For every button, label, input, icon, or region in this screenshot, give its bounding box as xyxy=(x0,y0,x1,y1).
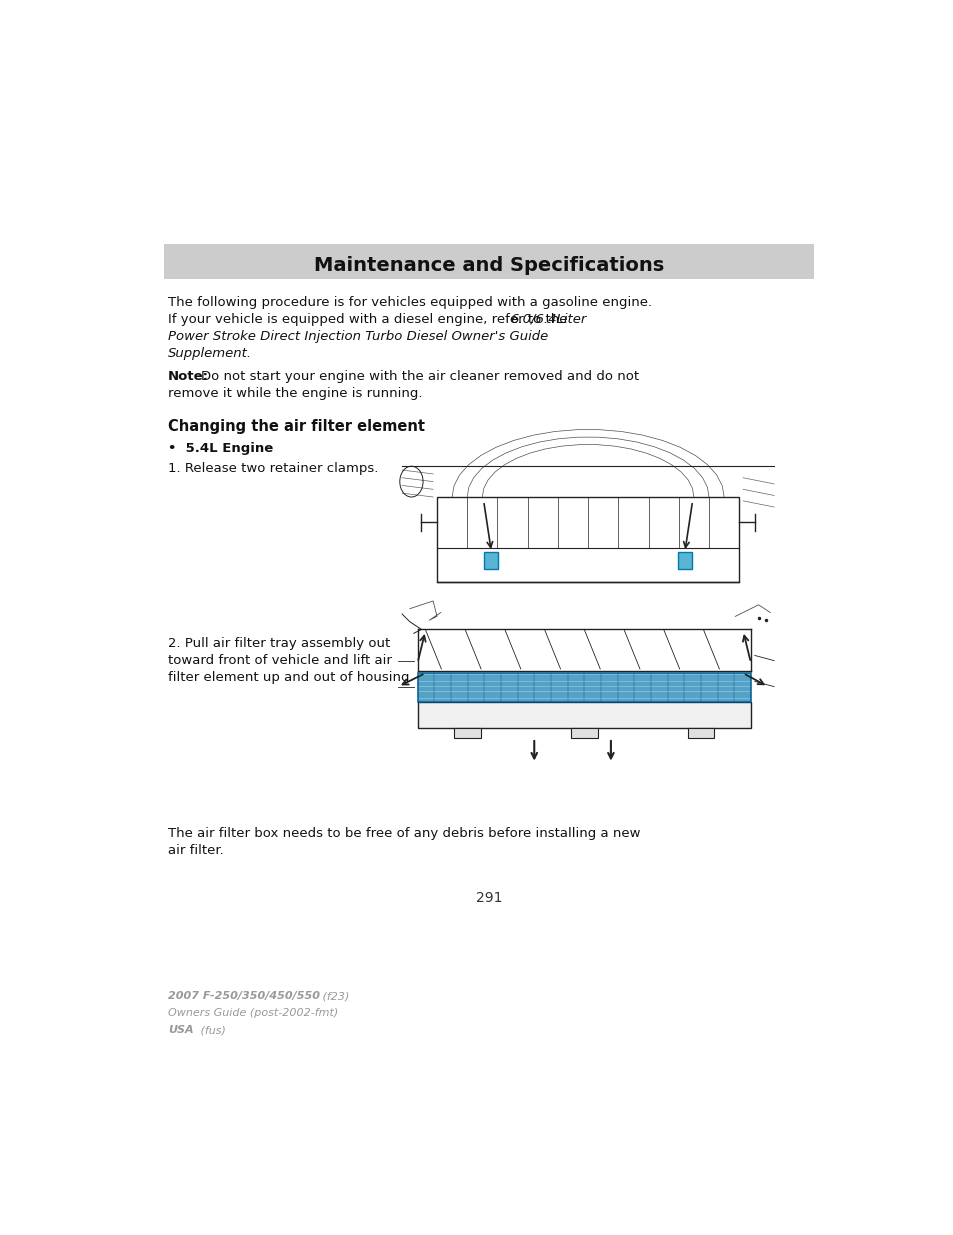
Text: air filter.: air filter. xyxy=(168,845,224,857)
Text: If your vehicle is equipped with a diesel engine, refer to the: If your vehicle is equipped with a diese… xyxy=(168,312,571,326)
Text: •  5.4L Engine: • 5.4L Engine xyxy=(168,442,274,456)
Text: USA: USA xyxy=(168,1025,193,1035)
Bar xyxy=(436,496,739,582)
Bar xyxy=(570,729,597,739)
Text: (fus): (fus) xyxy=(196,1025,226,1035)
Text: Do not start your engine with the air cleaner removed and do not: Do not start your engine with the air cl… xyxy=(200,370,639,383)
Text: Maintenance and Specifications: Maintenance and Specifications xyxy=(314,257,663,275)
Text: Supplement.: Supplement. xyxy=(168,347,252,359)
Text: Owners Guide (post-2002-fmt): Owners Guide (post-2002-fmt) xyxy=(168,1008,338,1019)
Text: 1. Release two retainer clamps.: 1. Release two retainer clamps. xyxy=(168,462,378,475)
Text: remove it while the engine is running.: remove it while the engine is running. xyxy=(168,387,422,400)
Text: toward front of vehicle and lift air: toward front of vehicle and lift air xyxy=(168,655,392,667)
Text: 291: 291 xyxy=(476,892,501,905)
Bar xyxy=(417,703,750,729)
Bar xyxy=(678,552,691,569)
Text: filter element up and out of housing.: filter element up and out of housing. xyxy=(168,671,414,684)
Text: 6.0/6.4Liter: 6.0/6.4Liter xyxy=(509,312,585,326)
Text: Changing the air filter element: Changing the air filter element xyxy=(168,419,425,435)
Text: 2007 F-250/350/450/550: 2007 F-250/350/450/550 xyxy=(168,992,320,1002)
Bar xyxy=(164,245,813,279)
Bar xyxy=(484,552,497,569)
Bar xyxy=(454,729,480,739)
Text: Note:: Note: xyxy=(168,370,209,383)
Text: (f23): (f23) xyxy=(319,992,349,1002)
Bar xyxy=(687,729,714,739)
Bar xyxy=(417,673,750,703)
Text: The following procedure is for vehicles equipped with a gasoline engine.: The following procedure is for vehicles … xyxy=(168,296,652,309)
Text: 2. Pull air filter tray assembly out: 2. Pull air filter tray assembly out xyxy=(168,637,390,650)
Text: Power Stroke Direct Injection Turbo Diesel Owner's Guide: Power Stroke Direct Injection Turbo Dies… xyxy=(168,330,548,343)
Text: The air filter box needs to be free of any debris before installing a new: The air filter box needs to be free of a… xyxy=(168,827,639,840)
